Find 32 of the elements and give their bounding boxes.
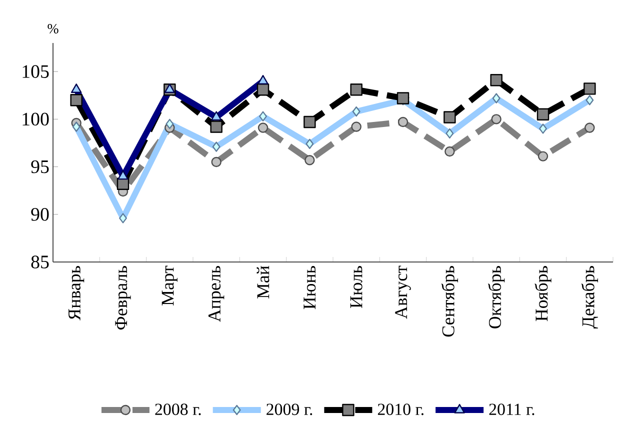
x-tick-label: Ноябрь (534, 266, 552, 322)
point (536, 108, 550, 120)
x-tick-label: Сентябрь (441, 266, 458, 337)
y-tick-label: 90 (31, 208, 49, 221)
y-axis-title: % (48, 24, 58, 34)
x-tick-label: Март (162, 266, 178, 306)
y-tick-label: 100 (22, 112, 49, 126)
x-tick-label: Июнь (304, 266, 316, 310)
y-tick-label: 85 (31, 256, 49, 268)
legend-label: 2010 г. (378, 404, 424, 416)
x-tick-label: Декабрь (581, 266, 598, 328)
point (304, 116, 316, 128)
point (210, 120, 222, 133)
y-tick-label: 95 (31, 160, 49, 174)
x-tick-label: Август (395, 266, 411, 319)
point (584, 82, 596, 95)
legend-label: 2011 г. (489, 404, 534, 416)
x-tick-label: Май (256, 266, 270, 298)
point (444, 111, 456, 124)
point (256, 84, 270, 96)
x-tick-label: Июль (350, 266, 362, 308)
x-tick-label: Январь (68, 266, 84, 320)
x-tick-label: Октябрь (488, 266, 505, 328)
x-tick-label: Февраль (115, 266, 131, 330)
point (490, 74, 502, 86)
point (396, 92, 410, 104)
legend-label: 2009 г. (266, 404, 312, 416)
y-tick-label: 105 (22, 65, 49, 78)
point (350, 84, 362, 96)
legend-label: 2008 г. (155, 404, 201, 416)
point (70, 94, 82, 106)
x-tick-label: Апрель (208, 266, 224, 322)
